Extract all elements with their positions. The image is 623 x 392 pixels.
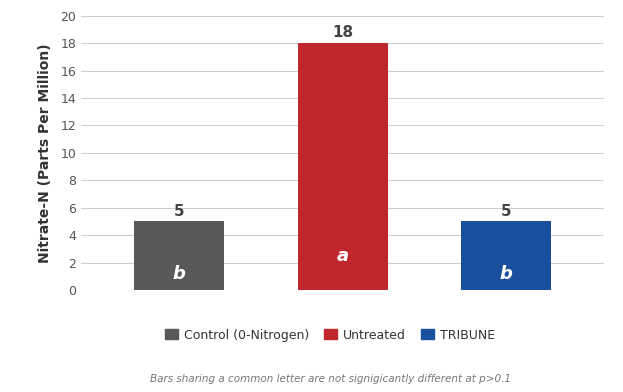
Text: 5: 5 (174, 204, 184, 219)
Text: b: b (173, 265, 186, 283)
Text: a: a (336, 247, 349, 265)
Text: 5: 5 (501, 204, 511, 219)
Bar (134, 221, 224, 290)
Bar (461, 221, 551, 290)
Bar (298, 43, 388, 290)
Text: Bars sharing a common letter are not signigicantly different at p>0.1: Bars sharing a common letter are not sig… (150, 374, 511, 384)
Text: b: b (500, 265, 513, 283)
Text: 18: 18 (332, 25, 353, 40)
Y-axis label: Nitrate-N (Parts Per Million): Nitrate-N (Parts Per Million) (38, 43, 52, 263)
Legend: Control (0-Nitrogen), Untreated, TRIBUNE: Control (0-Nitrogen), Untreated, TRIBUNE (161, 323, 500, 347)
